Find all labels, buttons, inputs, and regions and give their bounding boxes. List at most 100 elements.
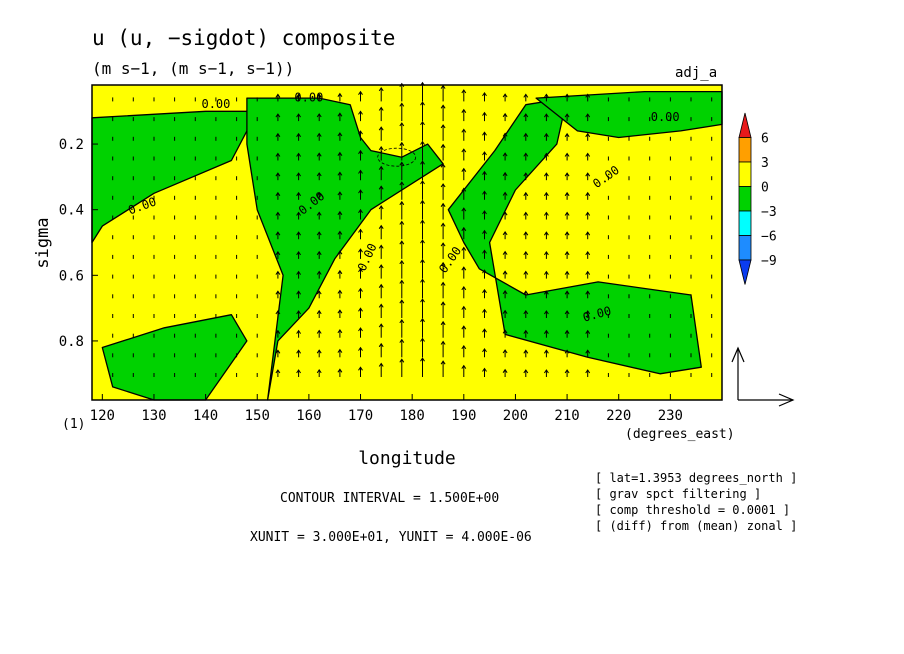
vector-arrow-head	[275, 211, 281, 216]
vector-arrow-head	[420, 317, 425, 323]
vector-arrow-head	[420, 160, 425, 165]
vector-arrow-head	[523, 152, 529, 157]
vector-arrow-head	[296, 290, 302, 295]
vector-arrow-head	[523, 191, 529, 197]
vector-arrow-head	[296, 152, 302, 157]
vector-arrow-head	[502, 112, 508, 118]
vector-arrow-head	[502, 132, 508, 137]
vector-arrow-head	[337, 112, 343, 117]
vector-arrow-head	[585, 152, 591, 157]
vector-arrow-head	[523, 250, 529, 256]
vector-arrow-head	[461, 108, 467, 113]
vector-arrow-head	[502, 368, 508, 373]
vector-arrow-head	[440, 242, 446, 247]
vector-arrow-head	[399, 161, 405, 166]
x-tick-label: 180	[400, 408, 425, 424]
vector-arrow-head	[461, 246, 467, 251]
plot-frame	[91, 84, 723, 401]
vector-arrow-head	[482, 308, 487, 313]
x-tick-label: 160	[296, 408, 321, 424]
vector-arrow-head	[440, 183, 446, 188]
vector-arrow-head	[502, 349, 508, 354]
vector-arrow-head	[543, 349, 549, 354]
vector-arrow-head	[399, 141, 405, 146]
vector-arrow-head	[502, 191, 508, 196]
vector-arrow-head	[543, 172, 549, 177]
vector-arrow-head	[440, 301, 446, 306]
vector-arrow-head	[275, 113, 281, 118]
vector-arrow-head	[502, 171, 508, 177]
vector-arrow-head	[502, 289, 508, 295]
vector-arrow-head	[523, 231, 529, 236]
reference-vector-vertical-head	[731, 346, 745, 363]
vector-arrow-head	[275, 310, 281, 315]
x-tick-label: 170	[348, 408, 373, 424]
colorbar-swatch	[738, 137, 752, 163]
vector-arrow-head	[275, 152, 281, 157]
vector-arrow-head	[543, 329, 549, 334]
vector-arrow-head	[543, 290, 549, 295]
vector-arrow-head	[482, 269, 487, 274]
vector-arrow-head	[543, 250, 549, 256]
vector-arrow-head	[523, 270, 529, 275]
vector-arrow-head	[337, 132, 343, 137]
x-tick-label: 190	[451, 408, 476, 424]
vector-arrow-head	[543, 369, 549, 374]
vector-arrow-head	[296, 172, 302, 177]
vector-arrow-head	[316, 349, 322, 354]
vector-arrow-head	[564, 191, 570, 197]
vector-arrow-head	[564, 329, 570, 334]
vector-arrow-head	[358, 307, 363, 312]
vector-arrow-head	[543, 270, 549, 275]
vector-arrow-head	[316, 290, 322, 295]
y-tick-label: 0.6	[59, 268, 84, 284]
vector-arrow-head	[316, 329, 322, 334]
vector-arrow-head	[337, 289, 343, 294]
note-line-4: [ (diff) from (mean) zonal ]	[595, 519, 797, 533]
y-tick-label: 0.4	[59, 203, 84, 219]
vector-arrow-head	[337, 250, 343, 255]
vector-arrow-head	[585, 211, 591, 216]
vector-arrow-head	[502, 329, 508, 334]
vector-arrow-head	[440, 202, 446, 207]
vector-arrow-head	[316, 309, 322, 315]
vector-arrow-head	[585, 250, 591, 256]
vector-arrow-head	[399, 240, 405, 245]
vector-arrow-head	[337, 171, 343, 176]
vector-arrow-head	[461, 344, 467, 350]
vector-arrow-head	[523, 132, 529, 137]
plot-area: 0.00 0.000.00 0.000.00 0.000.000.000.00 120…	[59, 81, 723, 424]
vector-arrow-head	[316, 191, 322, 196]
colorbar-label: 0	[761, 181, 769, 196]
vector-arrow-head	[585, 132, 591, 138]
colorbar-top-arrow	[738, 112, 752, 138]
vector-arrow-head	[482, 328, 487, 333]
vector-arrow-head	[296, 113, 302, 118]
vector-arrow-head	[296, 349, 302, 354]
colorbar-swatch	[738, 210, 752, 236]
vector-arrow-head	[399, 358, 405, 363]
vector-arrow-head	[378, 106, 384, 111]
vector-arrow-head	[399, 299, 405, 304]
vector-arrow-head	[482, 288, 487, 294]
vector-arrow-head	[461, 148, 467, 153]
colorbar: 6 3 0 −3 −6 −9	[738, 112, 777, 285]
vector-arrow-head	[399, 279, 405, 284]
vector-arrow-head	[316, 211, 322, 216]
vector-arrow-head	[543, 211, 549, 216]
vector-arrow-head	[440, 340, 446, 345]
vector-arrow-head	[440, 104, 446, 109]
vector-arrow-head	[358, 169, 363, 174]
vector-arrow-head	[296, 132, 302, 138]
vector-arrow-head	[337, 92, 343, 97]
note-line-3: [ comp threshold = 0.0001 ]	[595, 503, 790, 517]
vector-arrow-head	[296, 250, 302, 256]
vector-arrow-head	[482, 249, 487, 254]
vector-arrow-head	[564, 132, 570, 138]
panel-label: (1)	[62, 417, 85, 432]
vector-arrow-head	[399, 122, 405, 127]
vector-arrow-head	[378, 244, 384, 249]
vector-arrow-head	[461, 226, 467, 232]
vector-arrow-head	[378, 205, 384, 210]
vector-arrow-head	[482, 170, 487, 175]
